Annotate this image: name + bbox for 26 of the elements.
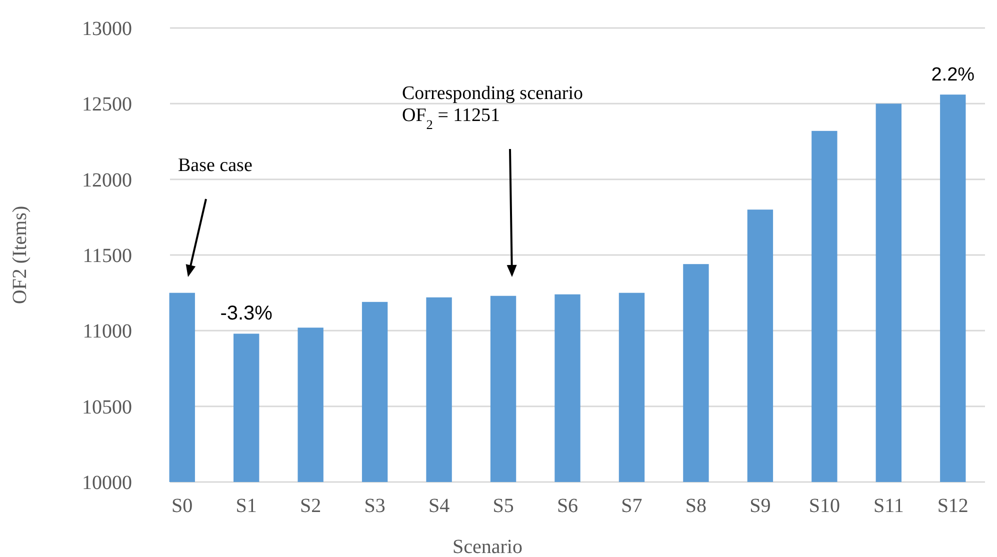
x-tick-label: S1	[236, 495, 257, 517]
y-axis-title: OF2 (Items)	[9, 206, 31, 304]
y-tick-label: 11000	[82, 320, 132, 343]
x-tick-label: S9	[750, 495, 771, 517]
x-tick-label: S11	[873, 495, 904, 517]
x-tick-label: S5	[492, 495, 514, 517]
x-axis-title: Scenario	[452, 536, 522, 557]
annotation: 2.2%	[931, 64, 975, 86]
y-tick-label: 13000	[82, 18, 132, 40]
annotation: -3.3%	[220, 302, 273, 325]
y-tick-label: 11500	[82, 245, 132, 267]
y-tick-label: 12000	[82, 169, 132, 192]
annotation: Corresponding scenario OF$_{2}$ = 11251	[402, 83, 583, 132]
x-tick-label: S8	[685, 495, 707, 517]
x-tick-label: S7	[621, 495, 642, 517]
x-tick-label: S3	[364, 495, 386, 517]
x-tick-label: S6	[556, 495, 578, 517]
y-tick-label: 12500	[82, 94, 132, 116]
y-tick-label: 10500	[82, 396, 132, 418]
annotation: Base case	[178, 155, 252, 176]
x-tick-label: S4	[428, 495, 450, 517]
x-tick-label: S12	[937, 495, 968, 517]
y-tick-label: 10000	[82, 472, 132, 494]
x-tick-label: S0	[172, 495, 193, 517]
x-tick-label: S10	[808, 495, 840, 517]
x-tick-label: S2	[300, 495, 322, 517]
